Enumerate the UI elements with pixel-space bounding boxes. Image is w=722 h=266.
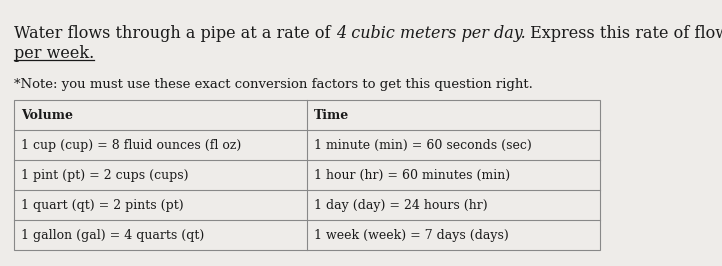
- Text: Water flows through a pipe at a rate of: Water flows through a pipe at a rate of: [14, 25, 336, 42]
- Text: 1 quart (qt) = 2 pints (pt): 1 quart (qt) = 2 pints (pt): [21, 199, 183, 212]
- Text: Express this rate of flow in: Express this rate of flow in: [526, 25, 722, 42]
- Text: 1 day (day) = 24 hours (hr): 1 day (day) = 24 hours (hr): [314, 199, 487, 212]
- Text: 1 hour (hr) = 60 minutes (min): 1 hour (hr) = 60 minutes (min): [314, 169, 510, 182]
- Text: per week.: per week.: [14, 45, 95, 62]
- Text: 1 week (week) = 7 days (days): 1 week (week) = 7 days (days): [314, 229, 509, 242]
- Text: Volume: Volume: [21, 109, 73, 122]
- Text: *Note: you must use these exact conversion factors to get this question right.: *Note: you must use these exact conversi…: [14, 78, 533, 91]
- Bar: [14, 100, 600, 250]
- Text: Time: Time: [314, 109, 349, 122]
- Text: 1 pint (pt) = 2 cups (cups): 1 pint (pt) = 2 cups (cups): [21, 169, 188, 182]
- Text: 1 minute (min) = 60 seconds (sec): 1 minute (min) = 60 seconds (sec): [314, 139, 531, 152]
- Text: 1 cup (cup) = 8 fluid ounces (fl oz): 1 cup (cup) = 8 fluid ounces (fl oz): [21, 139, 241, 152]
- Text: 1 gallon (gal) = 4 quarts (qt): 1 gallon (gal) = 4 quarts (qt): [21, 229, 204, 242]
- Text: 4 cubic meters per day.: 4 cubic meters per day.: [336, 25, 526, 42]
